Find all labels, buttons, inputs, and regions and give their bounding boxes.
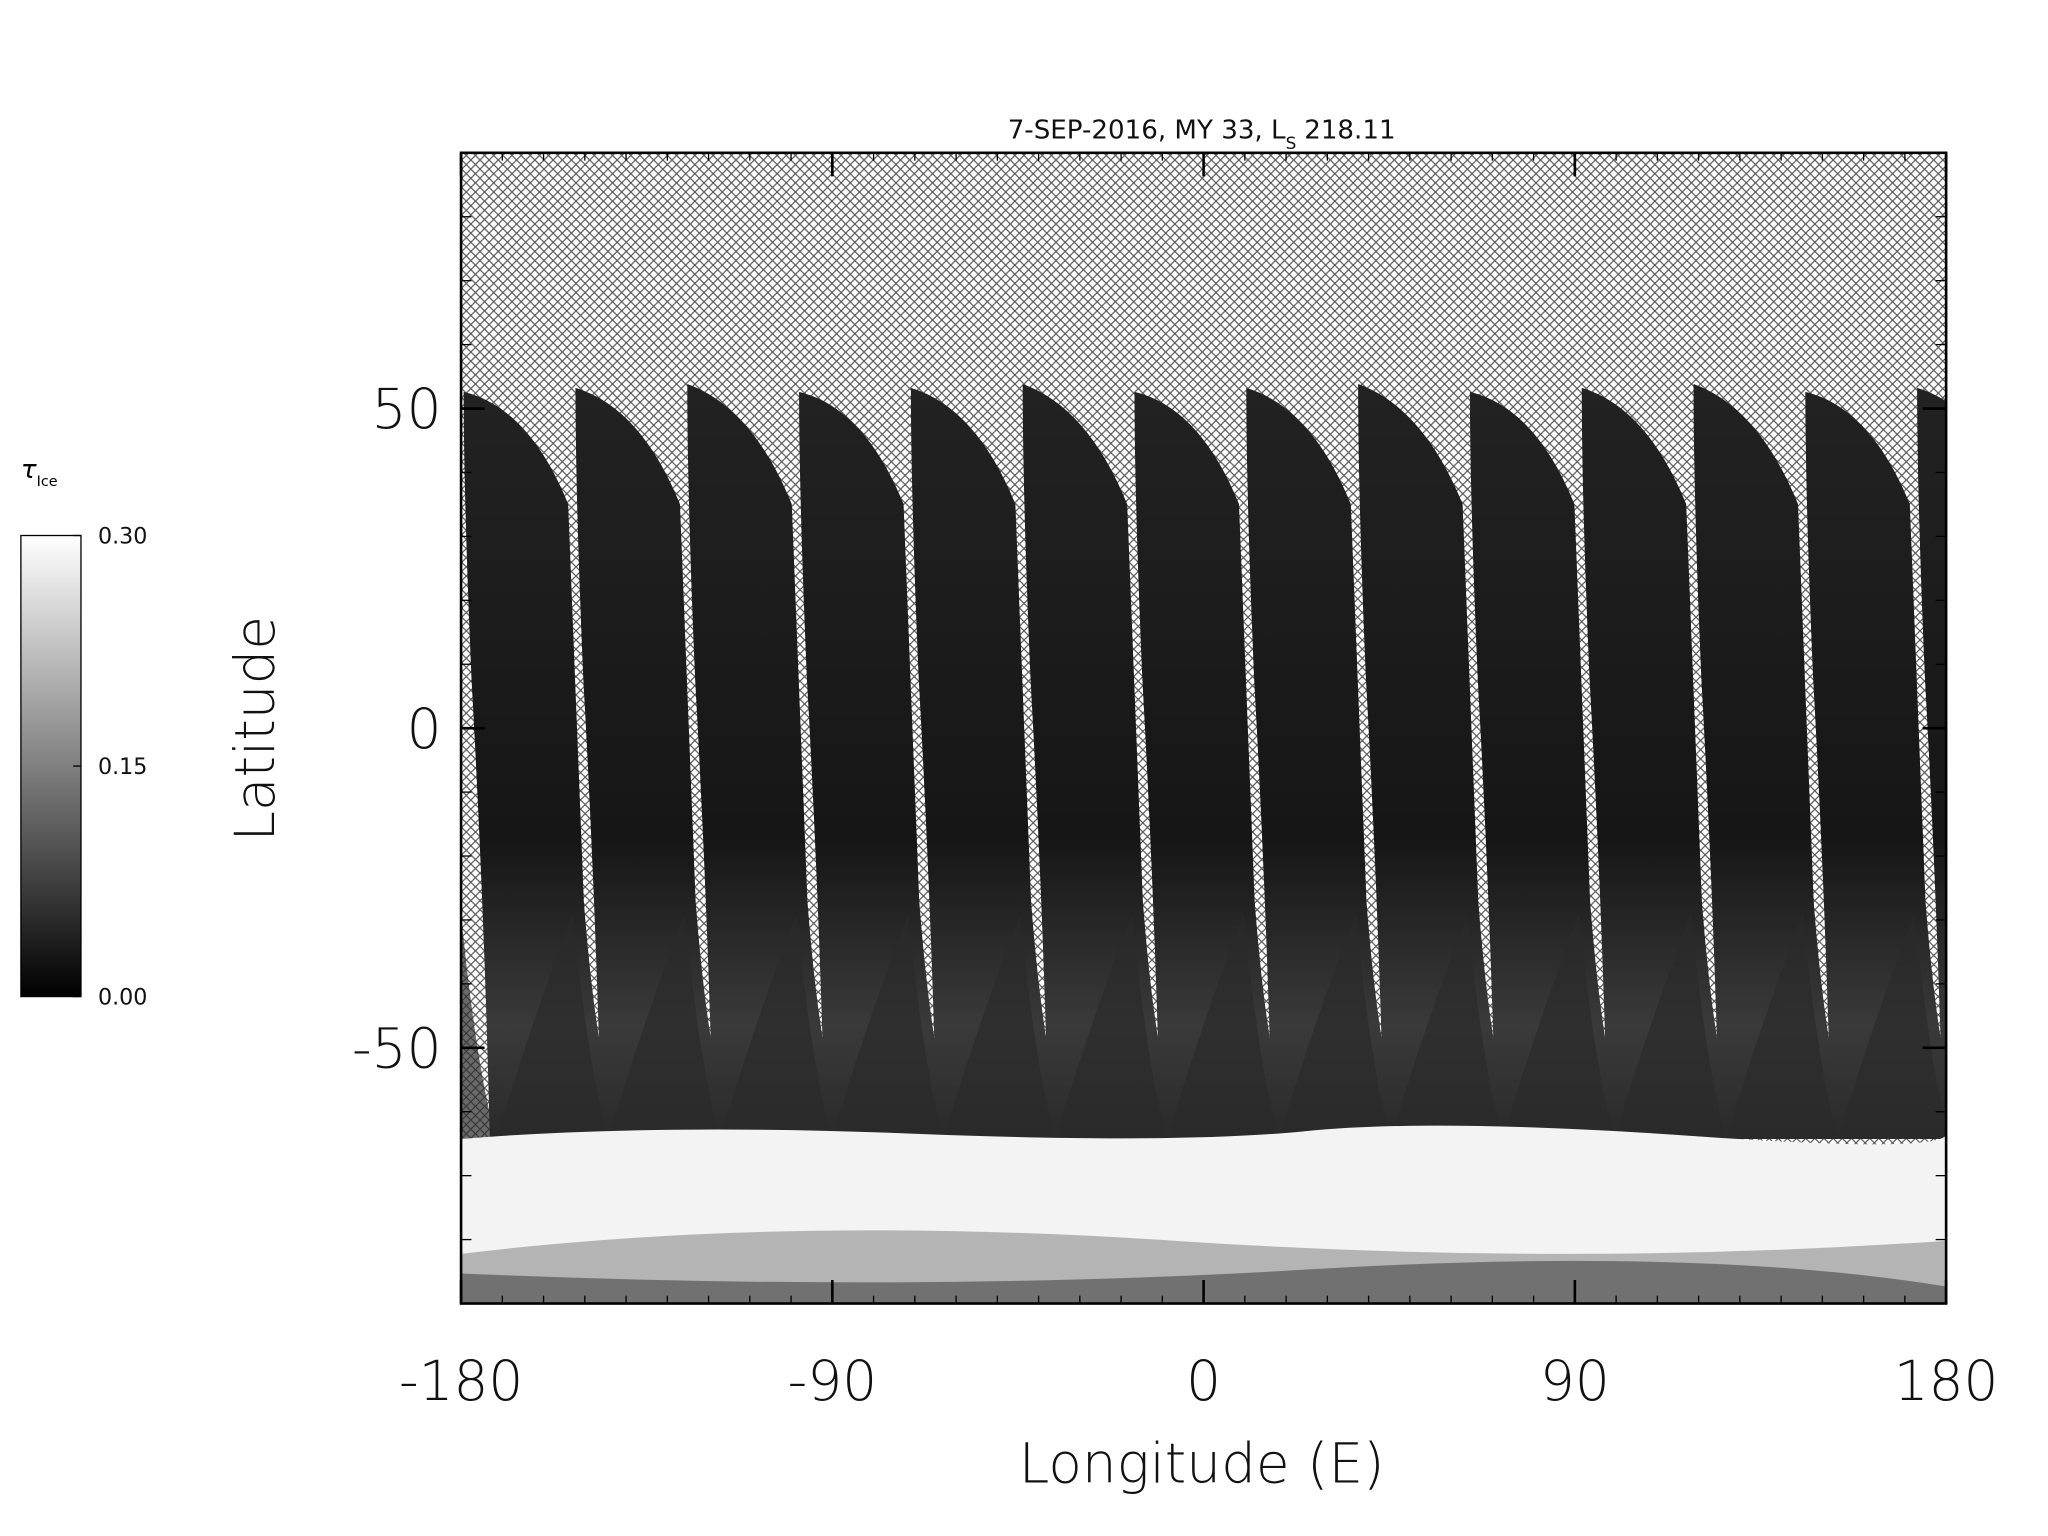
swath	[1917, 387, 1947, 1139]
chart-title: 7-SEP-2016, MY 33, LS 218.11	[1008, 115, 1396, 153]
colorbar	[20, 534, 82, 998]
swath	[1134, 391, 1294, 1139]
swath	[1022, 384, 1183, 1139]
y-tick-label: 50	[372, 377, 442, 441]
swath	[1581, 387, 1742, 1139]
observation-swaths	[461, 384, 1947, 1304]
x-tick-label: 180	[1894, 1349, 1999, 1413]
colorbar-tick-label: 0.30	[98, 523, 147, 549]
swath	[575, 387, 735, 1139]
colorbar-tick-label: 0.00	[98, 984, 147, 1010]
colorbar-tick-label: 0.15	[98, 754, 147, 780]
swath-edge	[1391, 914, 1503, 1139]
swath	[463, 391, 624, 1139]
swath	[910, 387, 1071, 1139]
swath-edge	[1615, 914, 1727, 1139]
swath	[1469, 391, 1630, 1139]
x-tick-label: 0	[1186, 1349, 1221, 1413]
swath-edge	[1726, 914, 1838, 1139]
swath-edge	[1503, 914, 1615, 1139]
y-tick-label: 0	[407, 697, 442, 761]
swath-edge	[1056, 914, 1168, 1139]
x-tick-label: -90	[788, 1349, 878, 1413]
x-tick-label: -180	[399, 1349, 523, 1413]
colorbar-symbol: τ	[21, 455, 37, 485]
colorbar-label: τIce	[21, 455, 58, 490]
swath-edge	[720, 914, 832, 1139]
colorbar-subscript: Ice	[37, 474, 58, 490]
swath	[1358, 384, 1518, 1139]
swath	[1246, 387, 1406, 1139]
swath-edge	[1279, 914, 1391, 1139]
swath-edge	[1167, 914, 1279, 1139]
swath-edge	[832, 914, 944, 1139]
swath	[687, 384, 847, 1139]
swath-edge	[944, 914, 1056, 1139]
swath-edge	[497, 914, 609, 1139]
title-suffix: 218.11	[1304, 115, 1395, 145]
swath	[1693, 384, 1853, 1139]
x-axis-label: Longitude (E)	[1019, 1431, 1385, 1495]
swath-edge	[608, 914, 720, 1139]
title-subscript: S	[1286, 134, 1297, 154]
swath-edge	[1838, 914, 1947, 1139]
swath	[799, 391, 959, 1139]
y-tick-label: -50	[352, 1016, 442, 1080]
x-tick-label: 90	[1540, 1349, 1610, 1413]
title-main: 7-SEP-2016, MY 33, L	[1008, 115, 1286, 145]
y-axis-label: Latitude	[223, 616, 287, 842]
swath-edge	[461, 914, 497, 1139]
